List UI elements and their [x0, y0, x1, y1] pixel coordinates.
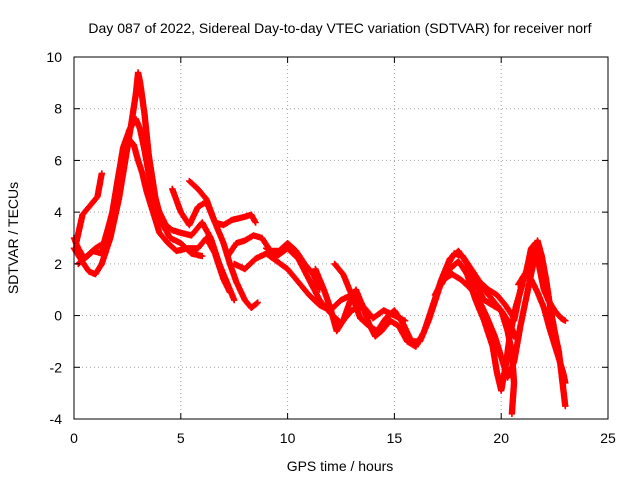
- series-track-6: [186, 177, 261, 311]
- plus-markers: [72, 170, 105, 247]
- series-track-9: [263, 245, 409, 327]
- y-tick-label: 4: [54, 204, 62, 220]
- y-tick-label: -4: [50, 411, 63, 427]
- y-tick-label: 8: [54, 101, 62, 117]
- y-tick-label: 0: [54, 308, 62, 324]
- data-points: [70, 69, 569, 417]
- plot-frame: [73, 56, 609, 420]
- y-tick-label: 10: [46, 49, 62, 65]
- plus-markers: [463, 263, 518, 417]
- x-tick-label: 20: [493, 430, 509, 446]
- x-tick-label: 0: [70, 430, 78, 446]
- series-track-2: [72, 170, 105, 247]
- y-axis-label: SDTVAR / TECUs: [5, 182, 21, 294]
- plus-markers: [263, 245, 409, 327]
- axis-ticks: 0 5 10 15 20 25 -4 -2 0 2 4 6 8 10: [46, 49, 616, 446]
- series-track-11: [331, 250, 518, 345]
- chart-title: Day 087 of 2022, Sidereal Day-to-day VTE…: [88, 20, 591, 36]
- x-tick-label: 10: [280, 430, 296, 446]
- plus-markers: [186, 177, 261, 311]
- plus-markers: [331, 250, 518, 345]
- y-tick-label: 6: [54, 152, 62, 168]
- plus-markers: [515, 271, 569, 386]
- series-track-14: [463, 263, 518, 417]
- x-tick-label: 25: [600, 430, 616, 446]
- x-tick-label: 15: [387, 430, 403, 446]
- y-tick-label: -2: [50, 359, 63, 375]
- x-axis-label: GPS time / hours: [287, 458, 394, 474]
- series-track-16: [515, 271, 569, 386]
- y-tick-label: 2: [54, 256, 62, 272]
- x-tick-label: 5: [177, 430, 185, 446]
- grid: [74, 57, 608, 419]
